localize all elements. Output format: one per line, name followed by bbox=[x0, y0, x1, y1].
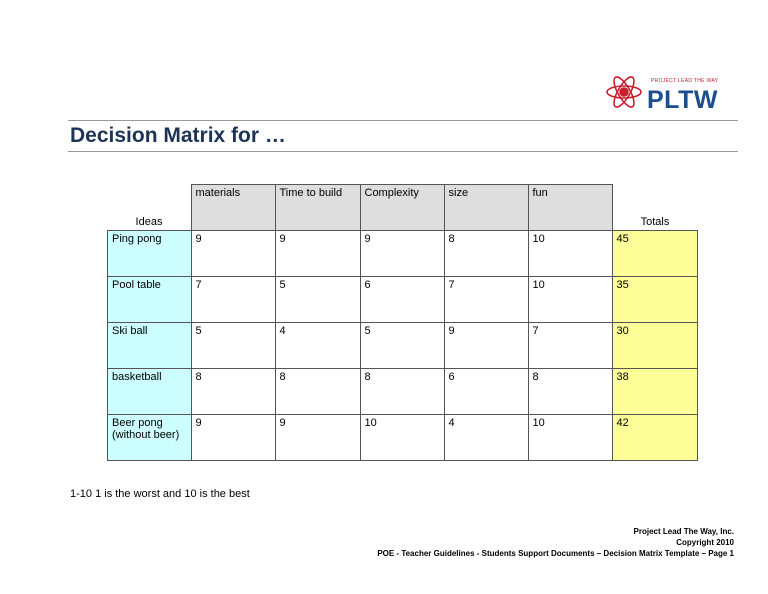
page-title: Decision Matrix for … bbox=[70, 124, 286, 147]
score-cell: 8 bbox=[527, 368, 613, 415]
score-cell: 5 bbox=[190, 322, 276, 369]
criterion-header: fun bbox=[527, 184, 613, 231]
score-cell: 4 bbox=[274, 322, 361, 369]
score-cell: 8 bbox=[359, 368, 445, 415]
matrix-header-row: Ideas materials Time to build Complexity… bbox=[108, 184, 698, 231]
score-cell: 10 bbox=[527, 230, 613, 277]
table-row: Beer pong (without beer) 9 9 10 4 10 42 bbox=[107, 414, 698, 461]
score-cell: 9 bbox=[274, 230, 361, 277]
criterion-header: Complexity bbox=[359, 184, 445, 231]
score-cell: 5 bbox=[359, 322, 445, 369]
logo-wordmark: PLTW bbox=[647, 86, 718, 114]
table-row: Pool table 7 5 6 7 10 35 bbox=[107, 276, 698, 323]
ideas-header: Ideas bbox=[135, 216, 163, 228]
pltw-logo-icon bbox=[606, 76, 642, 108]
idea-cell: basketball bbox=[107, 368, 192, 415]
score-cell: 5 bbox=[274, 276, 361, 323]
score-cell: 8 bbox=[274, 368, 361, 415]
idea-cell: Pool table bbox=[107, 276, 192, 323]
totals-header: Totals bbox=[640, 216, 670, 228]
total-cell: 35 bbox=[611, 276, 698, 323]
score-cell: 7 bbox=[443, 276, 529, 323]
total-cell: 30 bbox=[611, 322, 698, 369]
score-cell: 9 bbox=[274, 414, 361, 461]
score-cell: 6 bbox=[443, 368, 529, 415]
table-row: Ping pong 9 9 9 8 10 45 bbox=[107, 230, 698, 277]
table-row: basketball 8 8 8 6 8 38 bbox=[107, 368, 698, 415]
idea-cell: Ping pong bbox=[107, 230, 192, 277]
idea-cell: Ski ball bbox=[107, 322, 192, 369]
total-cell: 45 bbox=[611, 230, 698, 277]
score-cell: 8 bbox=[190, 368, 276, 415]
score-cell: 7 bbox=[190, 276, 276, 323]
header-rule-top bbox=[68, 120, 738, 121]
score-cell: 9 bbox=[359, 230, 445, 277]
score-cell: 10 bbox=[527, 276, 613, 323]
scale-note: 1-10 1 is the worst and 10 is the best bbox=[70, 488, 250, 500]
criterion-header: size bbox=[443, 184, 529, 231]
score-cell: 7 bbox=[527, 322, 613, 369]
table-row: Ski ball 5 4 5 9 7 30 bbox=[107, 322, 698, 369]
score-cell: 8 bbox=[443, 230, 529, 277]
idea-cell: Beer pong (without beer) bbox=[107, 414, 192, 461]
logo-tagline: PROJECT LEAD THE WAY bbox=[651, 78, 719, 84]
footer-copyright: Copyright 2010 bbox=[676, 538, 734, 547]
header-rule-bottom bbox=[68, 151, 738, 152]
decision-matrix: Ideas materials Time to build Complexity… bbox=[107, 184, 698, 461]
footer-document: POE - Teacher Guidelines - Students Supp… bbox=[377, 549, 734, 558]
criterion-header: Time to build bbox=[274, 184, 361, 231]
score-cell: 6 bbox=[359, 276, 445, 323]
total-cell: 38 bbox=[611, 368, 698, 415]
score-cell: 9 bbox=[190, 230, 276, 277]
score-cell: 10 bbox=[359, 414, 445, 461]
score-cell: 9 bbox=[443, 322, 529, 369]
score-cell: 9 bbox=[190, 414, 276, 461]
score-cell: 10 bbox=[527, 414, 613, 461]
page-footer: Project Lead The Way, Inc. Copyright 201… bbox=[377, 526, 734, 559]
score-cell: 4 bbox=[443, 414, 529, 461]
criterion-header: materials bbox=[190, 184, 276, 231]
total-cell: 42 bbox=[611, 414, 698, 461]
footer-org: Project Lead The Way, Inc. bbox=[633, 527, 734, 536]
